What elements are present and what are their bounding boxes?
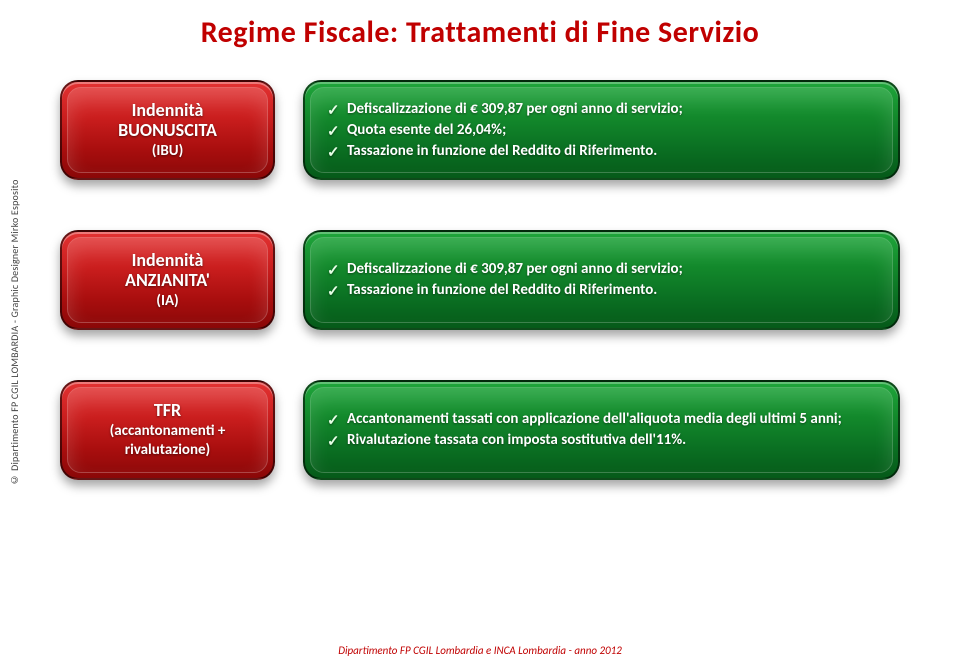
bullet-text: Rivalutazione tassata con imposta sostit… [347, 431, 686, 449]
check-icon: ✓ [327, 101, 340, 122]
bullet-text: Quota esente del 26,04%; [347, 121, 506, 139]
check-icon: ✓ [327, 122, 340, 143]
capsule-name: Indennità [132, 100, 204, 121]
bullet-item: ✓ Tassazione in funzione del Reddito di R… [327, 280, 878, 301]
bullet-item: ✓ Defiscalizzazione di € 309,87 per ogni … [327, 259, 878, 280]
capsule-sub: (IBU) [152, 143, 184, 160]
panel-ia: ✓ Defiscalizzazione di € 309,87 per ogni … [303, 230, 900, 330]
capsule-sub: (IA) [156, 293, 178, 310]
bullet-list: ✓ Defiscalizzazione di € 309,87 per ogni … [327, 259, 878, 301]
capsule-name2: BUONUSCITA [118, 120, 217, 141]
capsule-name: Indennità [132, 250, 204, 271]
check-icon: ✓ [327, 432, 340, 453]
bullet-text: Tassazione in funzione del Reddito di Ri… [347, 142, 657, 160]
bullet-text: Defiscalizzazione di € 309,87 per ogni a… [347, 260, 683, 278]
footer-credit: Dipartimento FP CGIL Lombardia e INCA Lo… [0, 644, 960, 657]
info-rows: Indennità BUONUSCITA (IBU) ✓ Defiscalizza… [60, 80, 900, 530]
capsule-name: TFR [154, 400, 181, 421]
check-icon: ✓ [327, 282, 340, 303]
bullet-text: Tassazione in funzione del Reddito di Ri… [347, 281, 657, 299]
capsule-sub: rivalutazione) [125, 442, 210, 459]
bullet-item: ✓ Defiscalizzazione di € 309,87 per ogni … [327, 99, 878, 120]
bullet-item: ✓ Rivalutazione tassata con imposta sosti… [327, 430, 878, 451]
bullet-list: ✓ Accantonamenti tassati con applicazione… [327, 409, 878, 451]
capsule-ia: Indennità ANZIANITA' (IA) [60, 230, 275, 330]
info-row: Indennità ANZIANITA' (IA) ✓ Defiscalizzaz… [60, 230, 900, 330]
bullet-item: ✓ Quota esente del 26,04%; [327, 120, 878, 141]
check-icon: ✓ [327, 143, 340, 164]
bullet-item: ✓ Accantonamenti tassati con applicazione… [327, 409, 878, 430]
vertical-credit: © Dipartimento FP CGIL LOMBARDIA - Graph… [8, 179, 21, 486]
capsule-name2: ANZIANITA' [125, 270, 210, 291]
check-icon: ✓ [327, 261, 340, 282]
bullet-text: Accantonamenti tassati con applicazione … [347, 410, 842, 428]
capsule-ibu: Indennità BUONUSCITA (IBU) [60, 80, 275, 180]
page-title: Regime Fiscale: Trattamenti di Fine Serv… [0, 0, 960, 51]
info-row: Indennità BUONUSCITA (IBU) ✓ Defiscalizza… [60, 80, 900, 180]
panel-tfr: ✓ Accantonamenti tassati con applicazione… [303, 380, 900, 480]
panel-ibu: ✓ Defiscalizzazione di € 309,87 per ogni … [303, 80, 900, 180]
info-row: TFR (accantonamenti + rivalutazione) ✓ Ac… [60, 380, 900, 480]
bullet-item: ✓ Tassazione in funzione del Reddito di R… [327, 141, 878, 162]
check-icon: ✓ [327, 411, 340, 432]
capsule-name2: (accantonamenti + [110, 423, 226, 440]
capsule-tfr: TFR (accantonamenti + rivalutazione) [60, 380, 275, 480]
bullet-text: Defiscalizzazione di € 309,87 per ogni a… [347, 100, 683, 118]
bullet-list: ✓ Defiscalizzazione di € 309,87 per ogni … [327, 99, 878, 162]
